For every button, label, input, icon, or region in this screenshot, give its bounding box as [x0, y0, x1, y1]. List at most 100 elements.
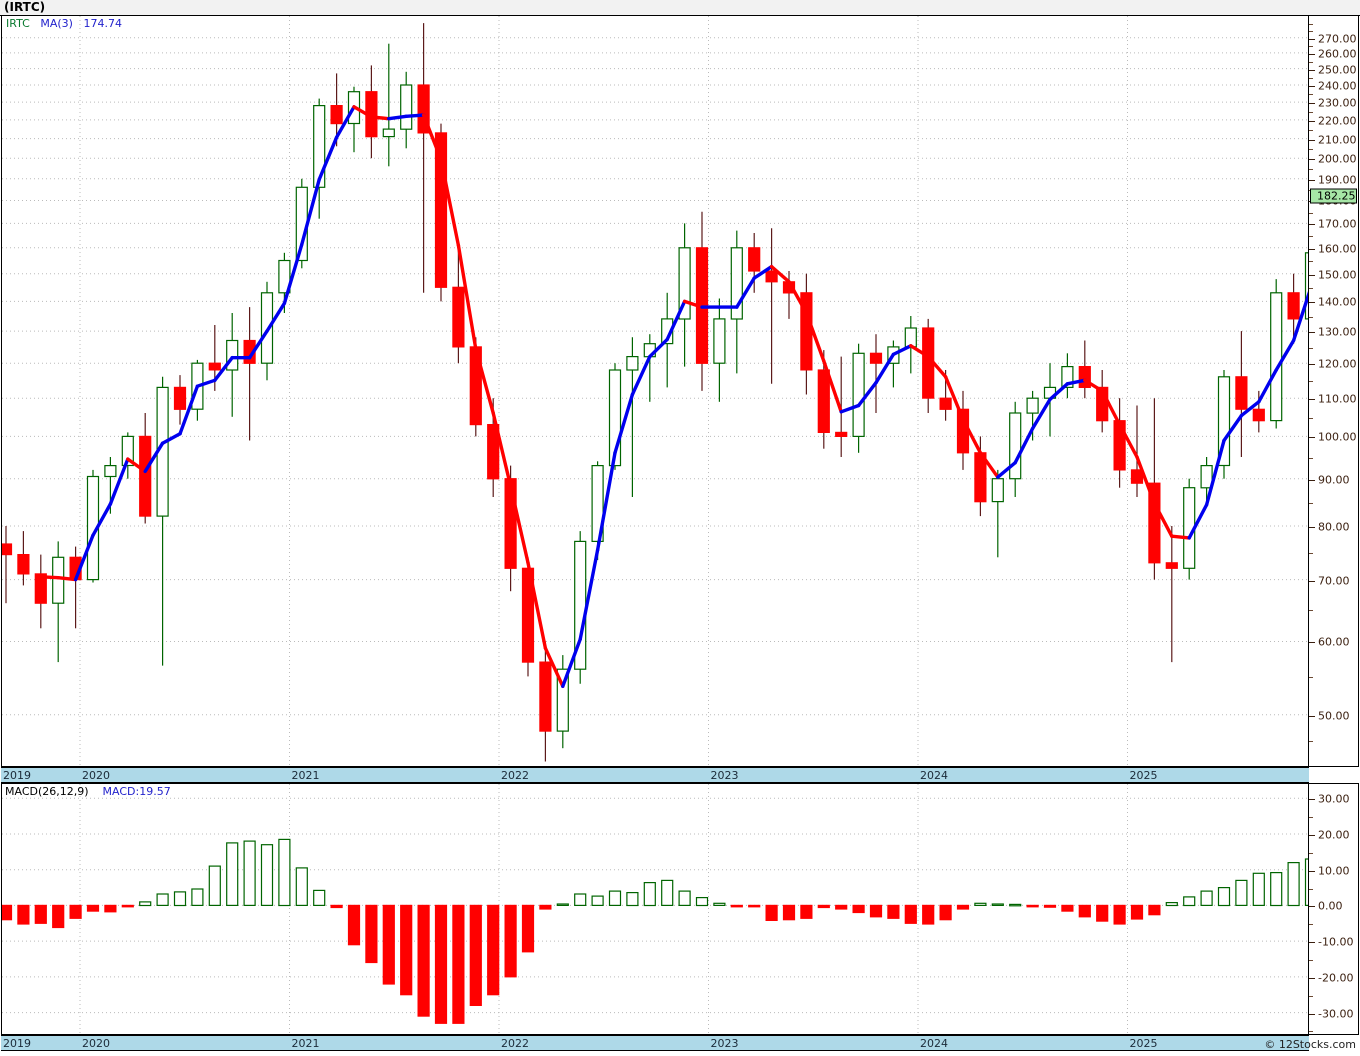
price-axis-minor-tick [1309, 31, 1313, 33]
macd-axis-minor-tick [1309, 888, 1313, 890]
macd-chart-svg [2, 784, 1308, 1034]
macd-chart-panel[interactable] [1, 783, 1309, 1035]
price-axis-minor-tick [1309, 149, 1313, 151]
time-axis-price[interactable]: 2019 2020 2021 2022 2023 2024 2025 [1, 767, 1309, 783]
price-axis-minor-tick [1309, 552, 1313, 554]
macd-axis-minor-tick [1309, 960, 1313, 961]
price-axis-minor-tick [1309, 288, 1313, 290]
price-axis-tick [1309, 159, 1315, 161]
price-axis-minor-tick [1309, 94, 1313, 96]
last-price-badge: 182.25 [1310, 188, 1357, 204]
price-axis-label: 210.00 [1318, 133, 1357, 147]
price-axis-minor-tick [1309, 316, 1313, 318]
price-axis-tick [1309, 38, 1315, 40]
macd-axis-label: 30.00 [1318, 792, 1350, 806]
price-axis-minor-tick [1309, 130, 1313, 132]
macd-axis[interactable]: 30.00 20.00 10.00 0.00 -10.00 -20.00 -30.00 [1309, 783, 1359, 1035]
price-axis-tick [1309, 479, 1315, 481]
price-axis-label: 130.00 [1318, 325, 1357, 339]
macd-axis-minor-tick [1309, 852, 1313, 854]
price-axis[interactable]: 270.00 260.00 250.00 240.00 230.00 220.00 210.… [1309, 15, 1359, 767]
macd-axis-label: 20.00 [1318, 828, 1350, 842]
price-axis-label: 150.00 [1318, 268, 1357, 282]
price-axis-minor-tick [1309, 502, 1313, 504]
price-axis-minor-tick [1309, 236, 1313, 238]
price-axis-label: 160.00 [1318, 242, 1357, 256]
macd-axis-label: 0.00 [1318, 899, 1343, 913]
year-label-price: 2025 [1129, 769, 1158, 782]
price-axis-minor-tick [1309, 77, 1313, 79]
year-label-price: 2023 [710, 769, 739, 782]
year-label-macd: 2021 [291, 1037, 320, 1050]
price-axis-tick [1309, 580, 1315, 582]
price-axis-label: 190.00 [1318, 173, 1357, 187]
price-axis-tick [1309, 715, 1315, 717]
price-axis-label: 110.00 [1318, 392, 1357, 406]
price-chart-panel[interactable] [1, 15, 1309, 767]
time-axis-macd[interactable]: 2019 2020 2021 2022 2023 2024 2025 [1, 1035, 1309, 1051]
price-axis-tick [1309, 332, 1315, 334]
price-axis-tick [1309, 302, 1315, 304]
legend-ma-value: 174.74 [83, 17, 122, 30]
macd-axis-tick [1309, 835, 1315, 836]
year-label-macd: 2020 [82, 1037, 110, 1050]
price-axis-minor-tick [1309, 61, 1313, 63]
year-label-price: 2021 [291, 769, 320, 782]
legend-symbol: IRTC [6, 17, 30, 30]
price-axis-label: 90.00 [1318, 473, 1350, 487]
macd-axis-label: 10.00 [1318, 864, 1350, 878]
price-axis-tick [1309, 274, 1315, 276]
price-axis-label: 50.00 [1318, 709, 1350, 723]
price-axis-label: 120.00 [1318, 357, 1357, 371]
price-axis-label: 60.00 [1318, 635, 1350, 649]
price-axis-label: 220.00 [1318, 114, 1357, 128]
macd-axis-minor-tick [1309, 1031, 1313, 1033]
macd-axis-minor-tick [1309, 924, 1313, 926]
price-axis-minor-tick [1309, 740, 1313, 742]
macd-axis-label: -30.00 [1318, 1007, 1354, 1021]
macd-axis-tick [1309, 942, 1315, 944]
price-axis-minor-tick [1309, 212, 1313, 214]
macd-axis-tick [1309, 799, 1315, 801]
price-axis-tick [1309, 69, 1315, 71]
year-label-price: 2024 [920, 769, 948, 782]
price-axis-tick [1309, 364, 1315, 366]
price-axis-minor-tick [1309, 24, 1313, 26]
price-axis-tick [1309, 85, 1315, 87]
price-axis-minor-tick [1309, 610, 1313, 612]
price-axis-minor-tick [1309, 458, 1313, 460]
price-chart-svg [2, 16, 1308, 766]
window-titlebar: (IRTC) [0, 0, 1360, 16]
price-axis-minor-tick [1309, 111, 1313, 113]
price-axis-tick [1309, 399, 1315, 401]
price-axis-minor-tick [1309, 381, 1313, 383]
price-axis-label: 230.00 [1318, 96, 1357, 110]
price-axis-label: 250.00 [1318, 63, 1357, 77]
year-label-macd: 2019 [3, 1037, 31, 1050]
price-axis-tick [1309, 248, 1315, 250]
macd-axis-tick [1309, 1013, 1315, 1015]
price-axis-label: 70.00 [1318, 574, 1350, 588]
year-label-macd: 2023 [710, 1037, 739, 1050]
price-axis-tick [1309, 53, 1315, 55]
price-axis-label: 200.00 [1318, 152, 1357, 166]
year-label-price: 2022 [501, 769, 529, 782]
price-axis-tick [1309, 642, 1315, 644]
year-label-macd: 2024 [920, 1037, 948, 1050]
price-axis-label: 140.00 [1318, 295, 1357, 309]
page-title: (IRTC) [4, 0, 46, 14]
price-axis-tick [1309, 179, 1315, 181]
year-label-macd: 2025 [1129, 1037, 1158, 1050]
price-axis-minor-tick [1309, 417, 1313, 419]
macd-axis-tick [1309, 870, 1315, 872]
price-axis-tick [1309, 224, 1315, 226]
price-axis-minor-tick [1309, 169, 1313, 171]
year-label-price: 2019 [3, 769, 31, 782]
macd-axis-tick [1309, 906, 1315, 908]
price-axis-label: 260.00 [1318, 47, 1357, 61]
legend-macd-value: MACD:19.57 [102, 785, 171, 798]
macd-axis-label: -10.00 [1318, 935, 1354, 949]
legend-macd-indicator: MACD(26,12,9) [5, 785, 89, 798]
price-axis-label: 170.00 [1318, 217, 1357, 231]
